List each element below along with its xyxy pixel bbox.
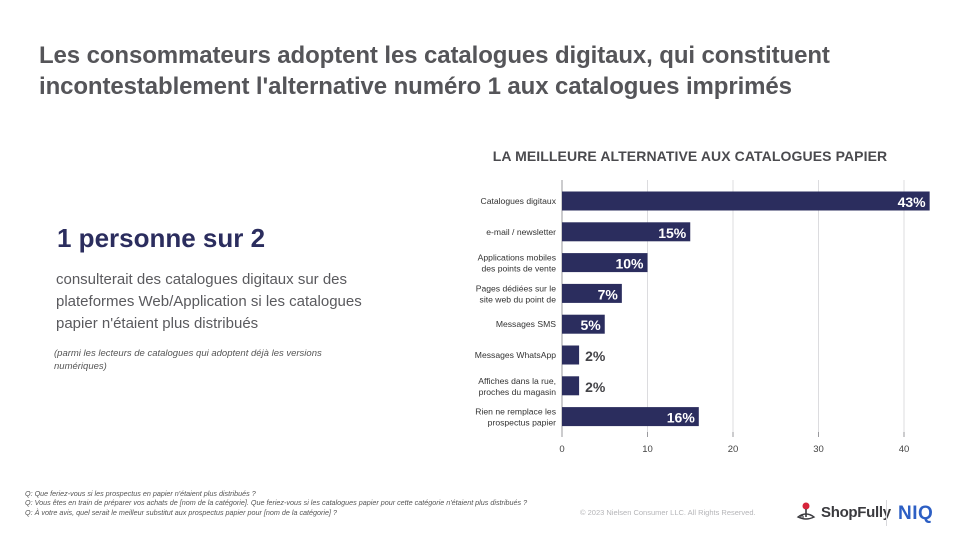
data-label: 5% [581, 317, 602, 333]
data-label: 2% [585, 379, 606, 395]
data-label: 43% [898, 194, 927, 210]
copyright: © 2023 Nielsen Consumer LLC. All Rights … [580, 508, 756, 517]
kpi-description: consulterait des catalogues digitaux sur… [56, 271, 362, 332]
shopfully-wordmark: ShopFully [821, 503, 891, 521]
footnote: Q: Que feriez-vous si les prospectus en … [25, 489, 256, 498]
x-tick-label: 30 [813, 444, 824, 455]
bar [562, 345, 580, 365]
x-tick-label: 10 [642, 444, 653, 455]
niq-logo: NIQ [898, 503, 934, 524]
bar [562, 314, 605, 334]
shopfully-logo: ShopFully [796, 502, 891, 522]
data-label: 10% [615, 256, 644, 272]
kpi-note: (parmi les lecteurs de catalogues qui ad… [54, 348, 322, 372]
chart-title: LA MEILLEURE ALTERNATIVE AUX CATALOGUES … [492, 148, 888, 164]
x-tick-label: 40 [899, 444, 910, 455]
category-label: Pages dédiées sur le site web du point de [476, 283, 556, 304]
category-label: Rien ne remplace les prospectus papier [475, 407, 556, 428]
category-label: Applications mobiles des points de vente [478, 253, 557, 274]
footnote: Q: Vous êtes en train de préparer vos ac… [25, 498, 528, 508]
slide-title: Les consommateurs adoptent les catalogue… [39, 42, 830, 100]
x-tick-label: 20 [728, 444, 739, 455]
logo-divider [886, 500, 887, 526]
bar [562, 407, 699, 427]
shopfully-pin-icon [796, 502, 816, 520]
data-label: 2% [585, 348, 606, 364]
footnote: Q: À votre avis, quel serait le meilleur… [25, 507, 338, 517]
category-label: e-mail / newsletter [486, 227, 556, 237]
category-label: Affiches dans la rue, proches du magasin [478, 376, 556, 397]
category-label: Messages SMS [496, 319, 556, 329]
x-tick-label: 0 [559, 444, 564, 455]
bar [562, 283, 622, 303]
bar [562, 222, 691, 242]
data-label: 15% [658, 225, 687, 241]
category-label: Messages WhatsApp [475, 350, 556, 360]
footnotes: Q: Que feriez-vous si les prospectus en … [25, 489, 555, 517]
kpi-headline: 1 personne sur 2 [57, 223, 266, 253]
bar [562, 191, 930, 211]
bar [562, 376, 580, 396]
data-label: 7% [598, 286, 619, 302]
data-label: 16% [667, 410, 696, 426]
bar [562, 253, 648, 273]
category-label: Catalogues digitaux [481, 196, 557, 206]
